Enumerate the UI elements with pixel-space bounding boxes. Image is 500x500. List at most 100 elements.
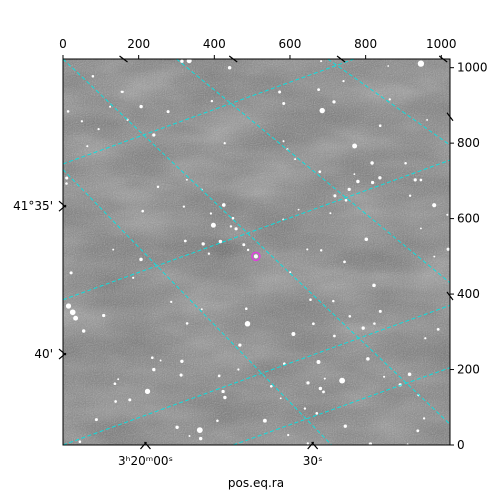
dec-tick-label: 40' (34, 347, 53, 361)
star (114, 400, 117, 403)
star (69, 271, 73, 275)
star (361, 326, 365, 330)
star-field (65, 59, 450, 445)
star (372, 283, 376, 288)
right-y-tick-label: 400 (457, 287, 480, 301)
grid-crossing-tick (336, 55, 346, 63)
star (317, 88, 321, 92)
star (180, 59, 184, 63)
star (86, 145, 89, 148)
star (312, 322, 315, 326)
star (387, 65, 390, 67)
star (120, 90, 123, 93)
star (66, 110, 70, 113)
star (183, 239, 187, 243)
star (432, 203, 437, 208)
star (175, 425, 179, 430)
star (231, 216, 235, 220)
grid-line (63, 159, 450, 301)
right-y-tick-label: 200 (457, 363, 480, 377)
star (282, 102, 286, 105)
grid-crossing-tick (119, 55, 128, 63)
star (179, 373, 183, 377)
star (141, 209, 144, 213)
star (278, 90, 282, 94)
star (218, 239, 223, 244)
star (80, 120, 84, 123)
star (433, 255, 436, 258)
star (65, 176, 69, 180)
top-x-tick-label: 1000 (426, 37, 457, 51)
top-x-tick-label: 600 (279, 37, 302, 51)
star (81, 329, 86, 333)
star (170, 300, 173, 303)
grid-line (327, 59, 450, 146)
star (348, 314, 352, 318)
star (242, 243, 246, 247)
marker-center (253, 254, 258, 259)
star (139, 104, 143, 109)
star (342, 80, 345, 83)
star (343, 424, 347, 428)
star (294, 158, 297, 161)
star (319, 107, 325, 114)
star (388, 98, 391, 101)
grid-line (63, 169, 332, 445)
star (370, 180, 375, 185)
dec-tick-label: 41°35' (13, 199, 53, 213)
star (262, 418, 267, 423)
grid-crossing-tick (446, 112, 454, 122)
star (446, 247, 450, 251)
star (378, 124, 382, 127)
star (69, 309, 76, 316)
top-x-tick-label: 800 (354, 37, 377, 51)
star (223, 142, 226, 145)
star (244, 321, 251, 327)
star (216, 419, 219, 423)
star (353, 173, 356, 176)
star (347, 187, 351, 192)
star (223, 395, 227, 400)
star (156, 185, 160, 189)
star (366, 357, 370, 361)
star (315, 412, 319, 415)
star (132, 276, 135, 279)
marker-ring (251, 251, 261, 262)
grid-line (63, 304, 450, 445)
star (196, 427, 203, 433)
star (207, 252, 211, 255)
star (188, 434, 191, 438)
dec-tick (58, 204, 67, 212)
star (333, 334, 336, 338)
star (78, 440, 82, 443)
star (152, 367, 156, 372)
top-x-tick-label: 400 (203, 37, 226, 51)
star (97, 127, 100, 131)
star (343, 260, 346, 264)
star (269, 384, 273, 388)
star (291, 332, 296, 336)
ra-tick-label: 30ˢ (303, 454, 323, 468)
star (424, 337, 427, 340)
top-x-tick-label: 0 (59, 37, 67, 51)
star (282, 140, 285, 143)
star (210, 222, 216, 228)
star (322, 390, 325, 394)
star (185, 322, 189, 325)
star (297, 208, 300, 211)
target-marker (251, 251, 261, 262)
star (65, 303, 72, 309)
star (446, 213, 449, 216)
star (150, 356, 154, 360)
star (117, 378, 120, 381)
star (339, 377, 346, 384)
grid-line (63, 59, 450, 425)
top-x-tick-label: 200 (127, 37, 150, 51)
star (282, 362, 286, 366)
right-y-tick-label: 800 (457, 136, 480, 150)
star (323, 377, 326, 380)
star (319, 249, 323, 252)
star (221, 203, 226, 207)
star (237, 368, 240, 371)
